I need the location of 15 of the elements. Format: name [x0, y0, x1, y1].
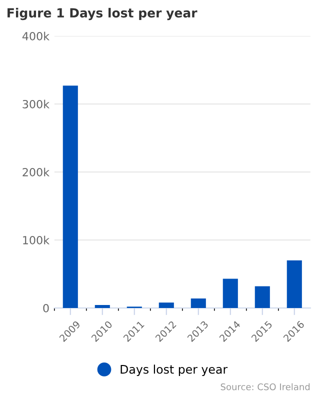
bar: [62, 86, 78, 308]
bar: [286, 260, 302, 308]
bar: [222, 278, 238, 308]
bar: [190, 298, 206, 308]
legend-label: Days lost per year: [120, 364, 228, 376]
y-tick-label: 0: [43, 304, 49, 312]
y-tick-label: 300k: [22, 100, 50, 108]
y-tick-label: 100k: [23, 236, 50, 244]
bar: [254, 286, 270, 308]
bar: [94, 304, 110, 308]
source-note: Source: CSO Ireland: [220, 383, 310, 390]
bar: [158, 302, 174, 308]
y-tick-label: 200k: [22, 168, 50, 176]
y-tick-label: 400k: [22, 32, 50, 40]
chart-title: Figure 1 Days lost per year: [8, 8, 198, 20]
